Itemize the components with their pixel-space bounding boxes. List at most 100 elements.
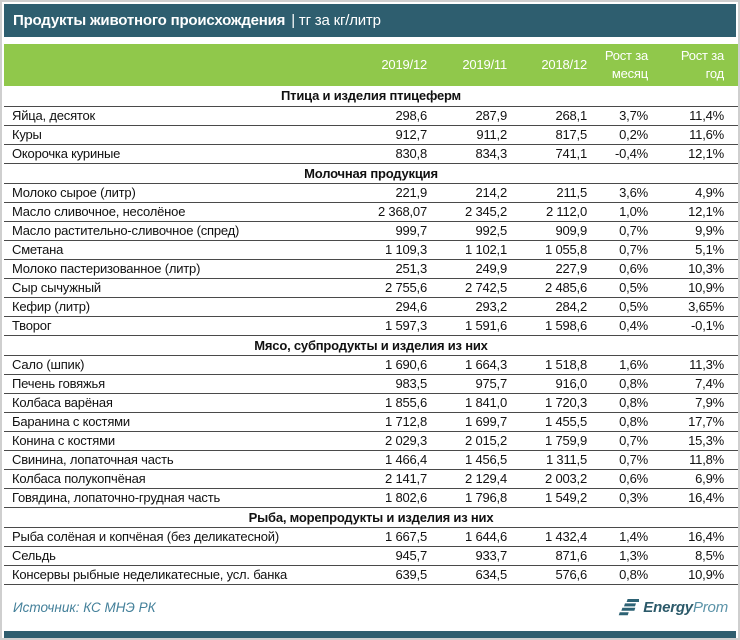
table-row: Сыр сычужный 2 755,6 2 742,5 2 485,6 0,5% 10,… bbox=[4, 278, 738, 298]
product-name: Окорочка куриные bbox=[4, 144, 360, 164]
cell-value: 945,7 bbox=[360, 546, 441, 566]
col-header-growth-year: Рост за год bbox=[662, 44, 738, 86]
section-row: Молочная продукция bbox=[4, 163, 738, 184]
cell-value: 830,8 bbox=[360, 144, 441, 164]
cell-value: 1 055,8 bbox=[521, 240, 601, 260]
cell-value: 221,9 bbox=[360, 183, 441, 203]
cell-value: 227,9 bbox=[521, 259, 601, 279]
title-unit: | тг за кг/литр bbox=[291, 12, 381, 29]
cell-value: 0,7% bbox=[601, 240, 662, 260]
cell-value: 2 485,6 bbox=[521, 278, 601, 298]
cell-value: 0,8% bbox=[601, 393, 662, 413]
table-row: Куры 912,7 911,2 817,5 0,2% 11,6% bbox=[4, 125, 738, 145]
col-header-growth-month: Рост за месяц bbox=[601, 44, 662, 86]
table-row: Сало (шпик) 1 690,6 1 664,3 1 518,8 1,6% 11,3… bbox=[4, 355, 738, 375]
table-row: Конина с костями 2 029,3 2 015,2 1 759,9 0,7… bbox=[4, 431, 738, 451]
cell-value: 911,2 bbox=[441, 125, 521, 145]
cell-value: 3,7% bbox=[601, 106, 662, 126]
table-row: Баранина с костями 1 712,8 1 699,7 1 455,5 0… bbox=[4, 412, 738, 432]
cell-value: 249,9 bbox=[441, 259, 521, 279]
cell-value: 1 802,6 bbox=[360, 488, 441, 508]
cell-value: 0,7% bbox=[601, 431, 662, 451]
section-title: Птица и изделия птицеферм bbox=[4, 86, 738, 107]
table-row: Творог 1 597,3 1 591,6 1 598,6 0,4% -0,1% bbox=[4, 316, 738, 336]
page-title: Продукты животного происхождения bbox=[13, 12, 286, 29]
cell-value: 1 466,4 bbox=[360, 450, 441, 470]
cell-value: 983,5 bbox=[360, 374, 441, 394]
cell-value: 284,2 bbox=[521, 297, 601, 317]
product-name: Сметана bbox=[4, 240, 360, 260]
cell-value: 7,9% bbox=[662, 393, 738, 413]
table-header: 2019/12 2019/11 2018/12 Рост за месяц Ро… bbox=[4, 44, 738, 86]
cell-value: 1,0% bbox=[601, 202, 662, 222]
cell-value: 1 720,3 bbox=[521, 393, 601, 413]
cell-value: 1 690,6 bbox=[360, 355, 441, 375]
cell-value: 4,9% bbox=[662, 183, 738, 203]
cell-value: 2 755,6 bbox=[360, 278, 441, 298]
title-bar: Продукты животного происхождения | тг за… bbox=[4, 4, 736, 37]
spacer bbox=[4, 37, 736, 44]
product-name: Конина с костями bbox=[4, 431, 360, 451]
bottom-accent-bar bbox=[4, 631, 736, 638]
cell-value: 1 311,5 bbox=[521, 450, 601, 470]
cell-value: 11,8% bbox=[662, 450, 738, 470]
source-note: Источник: КС МНЭ РК bbox=[13, 600, 156, 616]
product-name: Сыр сычужный bbox=[4, 278, 360, 298]
cell-value: -0,4% bbox=[601, 144, 662, 164]
product-name: Куры bbox=[4, 125, 360, 145]
product-name: Молоко пастеризованное (литр) bbox=[4, 259, 360, 279]
cell-value: 12,1% bbox=[662, 144, 738, 164]
section-title: Рыба, морепродукты и изделия из них bbox=[4, 507, 738, 528]
cell-value: 17,7% bbox=[662, 412, 738, 432]
table-row: Молоко сырое (литр) 221,9 214,2 211,5 3,6% 4,… bbox=[4, 183, 738, 203]
cell-value: 916,0 bbox=[521, 374, 601, 394]
cell-value: 1 664,3 bbox=[441, 355, 521, 375]
cell-value: 10,9% bbox=[662, 278, 738, 298]
table-row: Печень говяжья 983,5 975,7 916,0 0,8% 7,4% bbox=[4, 374, 738, 394]
cell-value: 2 742,5 bbox=[441, 278, 521, 298]
cell-value: 11,3% bbox=[662, 355, 738, 375]
cell-value: 992,5 bbox=[441, 221, 521, 241]
cell-value: 1 102,1 bbox=[441, 240, 521, 260]
table-row: Колбаса полукопчёная 2 141,7 2 129,4 2 003,… bbox=[4, 469, 738, 489]
cell-value: 0,8% bbox=[601, 374, 662, 394]
cell-value: 3,65% bbox=[662, 297, 738, 317]
product-name: Молоко сырое (литр) bbox=[4, 183, 360, 203]
cell-value: 1 549,2 bbox=[521, 488, 601, 508]
footer: Источник: КС МНЭ РК EnergyProm bbox=[4, 585, 736, 632]
cell-value: 5,1% bbox=[662, 240, 738, 260]
cell-value: 2 003,2 bbox=[521, 469, 601, 489]
cell-value: 2 015,2 bbox=[441, 431, 521, 451]
cell-value: 211,5 bbox=[521, 183, 601, 203]
cell-value: 1 796,8 bbox=[441, 488, 521, 508]
section-row: Мясо, субпродукты и изделия из них bbox=[4, 335, 738, 356]
cell-value: 0,6% bbox=[601, 259, 662, 279]
table-body: Птица и изделия птицеферм Яйца, десяток 29… bbox=[4, 86, 738, 585]
cell-value: 10,3% bbox=[662, 259, 738, 279]
cell-value: 576,6 bbox=[521, 565, 601, 585]
cell-value: 912,7 bbox=[360, 125, 441, 145]
cell-value: 2 141,7 bbox=[360, 469, 441, 489]
table-row: Окорочка куриные 830,8 834,3 741,1 -0,4% 12,1… bbox=[4, 144, 738, 164]
cell-value: 0,3% bbox=[601, 488, 662, 508]
table-row: Кефир (литр) 294,6 293,2 284,2 0,5% 3,65% bbox=[4, 297, 738, 317]
product-name: Творог bbox=[4, 316, 360, 336]
cell-value: 834,3 bbox=[441, 144, 521, 164]
cell-value: 8,5% bbox=[662, 546, 738, 566]
cell-value: 11,6% bbox=[662, 125, 738, 145]
product-name: Баранина с костями bbox=[4, 412, 360, 432]
table-row: Молоко пастеризованное (литр) 251,3 249,9 2… bbox=[4, 259, 738, 279]
product-name: Масло сливочное, несолёное bbox=[4, 202, 360, 222]
cell-value: 287,9 bbox=[441, 106, 521, 126]
table-row: Яйца, десяток 298,6 287,9 268,1 3,7% 11,4% bbox=[4, 106, 738, 126]
product-name: Печень говяжья bbox=[4, 374, 360, 394]
cell-value: 16,4% bbox=[662, 488, 738, 508]
cell-value: 639,5 bbox=[360, 565, 441, 585]
product-name: Рыба солёная и копчёная (без деликатесно… bbox=[4, 527, 360, 547]
cell-value: 214,2 bbox=[441, 183, 521, 203]
cell-value: 9,9% bbox=[662, 221, 738, 241]
corner-cell bbox=[4, 44, 360, 86]
cell-value: 6,9% bbox=[662, 469, 738, 489]
cell-value: 298,6 bbox=[360, 106, 441, 126]
